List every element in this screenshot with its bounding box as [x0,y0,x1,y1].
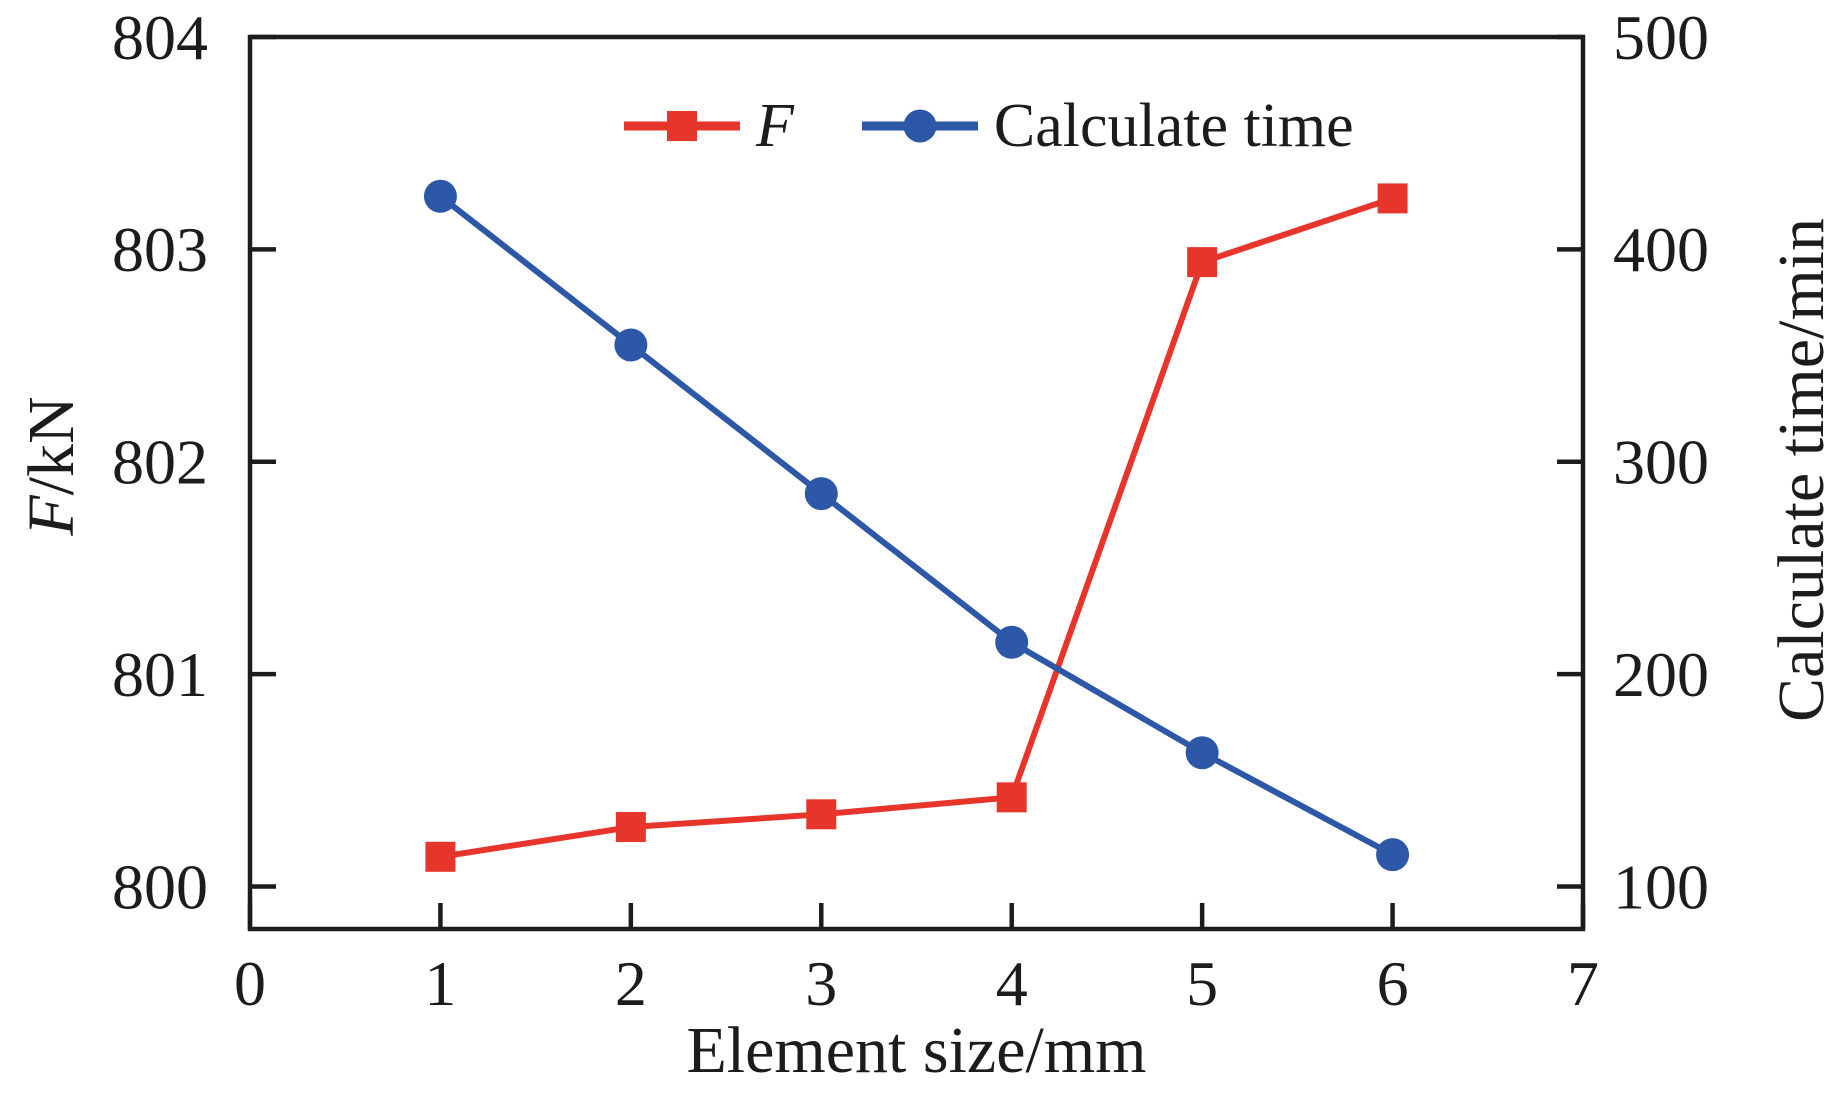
legend-label: F [756,92,794,160]
legend-item-f: F [622,95,794,157]
series-line-calculate-time [438,193,1394,858]
data-point-marker [425,841,456,872]
left-y-tick-label: 803 [112,214,208,285]
right-y-axis-title: Calculate time/min [1765,217,1838,723]
x-tick-label: 7 [1567,948,1599,1019]
x-axis-title: Element size/mm [686,1014,1147,1087]
legend-swatch-marker [903,109,937,143]
data-point-marker [423,179,457,213]
legend-line-circle-swatch [861,109,978,143]
left-y-tick-label: 801 [112,639,208,710]
left-y-tick-label: 804 [112,2,208,73]
left-y-tick-label: 802 [112,427,208,498]
left-y-axis-title: F/kN [15,396,88,535]
x-tick-label: 2 [615,948,647,1019]
data-point-marker [995,625,1029,659]
data-point-marker [615,812,646,843]
left-y-axis-title-symbol: F [15,495,88,536]
x-tick-label: 3 [805,948,837,1019]
x-tick-label: 1 [424,948,456,1019]
left-y-tick-label: 800 [112,851,208,922]
plot-frame [247,34,1586,932]
right-y-tick-label: 200 [1613,639,1709,710]
data-point-marker [1376,838,1410,872]
x-tick-label: 4 [996,948,1028,1019]
left-y-axis-title-unit: /kN [15,396,88,496]
right-y-tick-label: 400 [1613,214,1709,285]
data-point-marker [1185,736,1219,770]
legend: F Calculate time [622,92,1354,160]
legend-line-square-swatch [624,111,740,141]
right-y-tick-label: 500 [1613,2,1709,73]
data-point-marker [614,328,648,362]
x-tick-label: 6 [1377,948,1409,1019]
right-y-tick-label: 100 [1613,851,1709,922]
legend-swatch-marker [667,111,697,141]
legend-label: Calculate time [993,92,1354,160]
series-line-f [439,195,1394,860]
x-tick-label: 0 [234,948,266,1019]
data-point-marker [806,799,837,830]
data-point-marker [996,782,1027,813]
data-point-marker [1187,247,1218,278]
x-tick-label: 5 [1186,948,1218,1019]
legend-item-calculate-time: Calculate time [860,95,1354,157]
data-point-marker [1377,183,1408,214]
data-point-marker [804,477,838,511]
right-y-tick-label: 300 [1613,427,1709,498]
